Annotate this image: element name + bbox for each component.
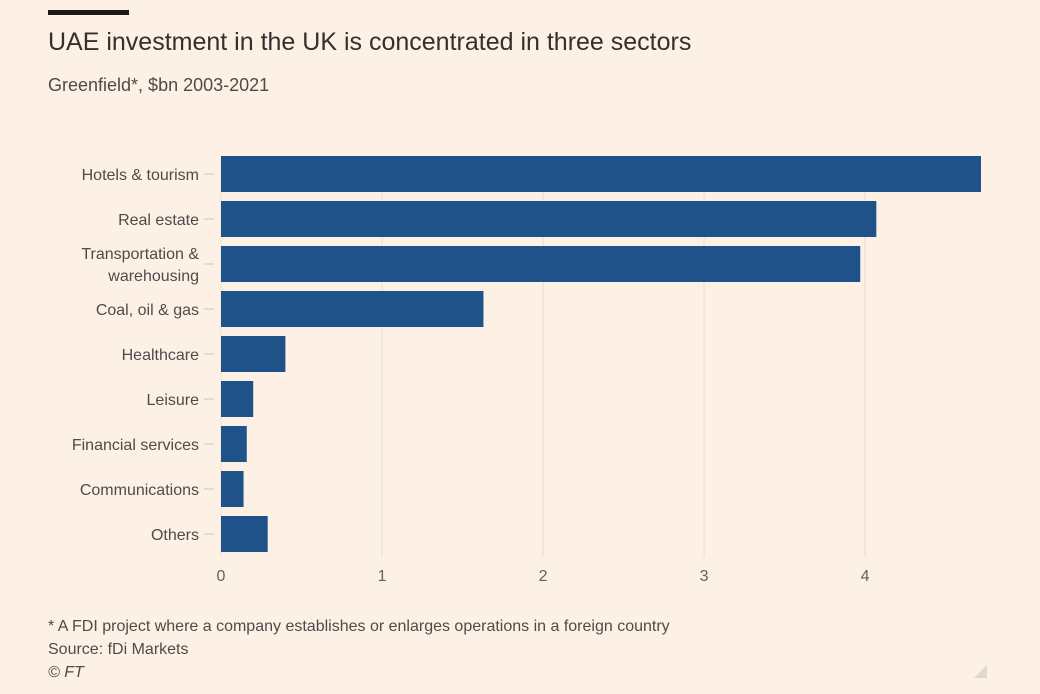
bar-chart: 0 1 2 3 4 Hotels & tourism Real estate Transpor… <box>72 156 981 585</box>
category-label: Others <box>151 527 199 544</box>
bar <box>221 426 247 462</box>
bar <box>221 336 286 372</box>
source-note: Source: fDi Markets <box>48 641 189 658</box>
category-label: Coal, oil & gas <box>96 302 199 319</box>
x-tick-label: 1 <box>378 568 387 585</box>
category-label: Hotels & tourism <box>82 167 199 184</box>
bar <box>221 516 268 552</box>
bar <box>221 381 254 417</box>
category-label: Leisure <box>147 392 200 409</box>
category-label: Transportation & <box>81 246 199 263</box>
chart-title: UAE investment in the UK is concentrated… <box>48 28 692 56</box>
bar <box>221 156 981 192</box>
bar <box>221 291 484 327</box>
category-label: Real estate <box>118 212 199 229</box>
bar <box>221 201 877 237</box>
resize-corner-icon <box>974 665 987 678</box>
title-accent-bar <box>48 10 129 15</box>
category-label: Healthcare <box>122 347 199 364</box>
bar <box>221 246 861 282</box>
bar <box>221 471 244 507</box>
category-label: Financial services <box>72 437 199 454</box>
x-tick-label: 2 <box>539 568 548 585</box>
category-label: warehousing <box>107 268 199 285</box>
chart-subtitle: Greenfield*, $bn 2003-2021 <box>48 75 270 95</box>
footnote: * A FDI project where a company establis… <box>48 618 670 635</box>
x-tick-label: 0 <box>217 568 226 585</box>
x-tick-label: 3 <box>700 568 709 585</box>
category-label: Communications <box>80 482 199 499</box>
x-tick-label: 4 <box>861 568 870 585</box>
ft-credit: © FT <box>48 664 84 681</box>
